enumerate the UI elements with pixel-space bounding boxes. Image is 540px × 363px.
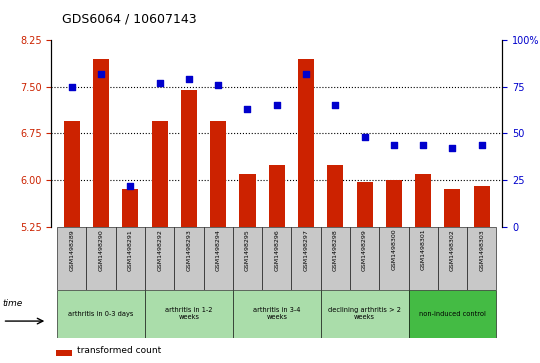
Point [389,142,398,147]
Bar [350,227,379,290]
Text: arthritis in 3-4
weeks: arthritis in 3-4 weeks [253,307,300,321]
Bar [181,90,197,227]
Bar [233,227,262,290]
Text: GSM1498296: GSM1498296 [274,229,279,270]
Bar [321,227,350,290]
Text: declining arthritis > 2
weeks: declining arthritis > 2 weeks [328,307,401,321]
Bar [145,227,174,290]
Bar [152,121,168,227]
Bar [174,227,204,290]
Bar [408,227,438,290]
Bar [86,227,116,290]
Text: GSM1498302: GSM1498302 [450,229,455,270]
Bar [356,182,373,227]
Text: GSM1498299: GSM1498299 [362,229,367,271]
Bar [292,227,321,290]
Bar [415,174,431,227]
Text: GSM1498294: GSM1498294 [215,229,221,271]
Bar [122,189,138,227]
Bar [298,58,314,227]
Bar [408,290,496,338]
Bar [239,174,255,227]
Text: GSM1498301: GSM1498301 [421,229,426,270]
Point [126,183,134,189]
Text: GSM1498300: GSM1498300 [392,229,396,270]
Text: GDS6064 / 10607143: GDS6064 / 10607143 [62,12,197,25]
Text: GSM1498292: GSM1498292 [157,229,162,271]
Bar [204,227,233,290]
Text: arthritis in 0-3 days: arthritis in 0-3 days [69,311,134,317]
Point [243,106,252,112]
Bar [444,189,461,227]
Bar [145,290,233,338]
Bar [262,227,292,290]
Bar [116,227,145,290]
Bar [57,227,86,290]
Bar [386,180,402,227]
Text: time: time [3,299,23,308]
Point [97,71,105,77]
Bar [321,290,408,338]
Point [302,71,310,77]
Bar [269,164,285,227]
Bar [438,227,467,290]
Bar [210,121,226,227]
Text: GSM1498291: GSM1498291 [128,229,133,270]
Text: transformed count: transformed count [77,346,161,355]
Text: GSM1498293: GSM1498293 [186,229,191,271]
Point [477,142,486,147]
Text: arthritis in 1-2
weeks: arthritis in 1-2 weeks [165,307,213,321]
Point [273,102,281,108]
Point [214,82,222,88]
Point [419,142,428,147]
Text: GSM1498303: GSM1498303 [479,229,484,270]
Bar [64,121,80,227]
Bar [474,186,490,227]
Bar [327,164,343,227]
Text: GSM1498290: GSM1498290 [99,229,104,270]
Point [331,102,340,108]
Point [185,76,193,82]
Bar [467,227,496,290]
Bar [56,350,72,356]
Bar [93,58,109,227]
Text: GSM1498295: GSM1498295 [245,229,250,270]
Point [360,134,369,140]
Bar [233,290,321,338]
Point [156,80,164,86]
Bar [379,227,408,290]
Point [448,146,457,151]
Text: GSM1498298: GSM1498298 [333,229,338,270]
Bar [57,290,145,338]
Text: GSM1498297: GSM1498297 [303,229,308,271]
Point [68,84,76,90]
Text: non-induced control: non-induced control [419,311,486,317]
Text: GSM1498289: GSM1498289 [69,229,75,270]
